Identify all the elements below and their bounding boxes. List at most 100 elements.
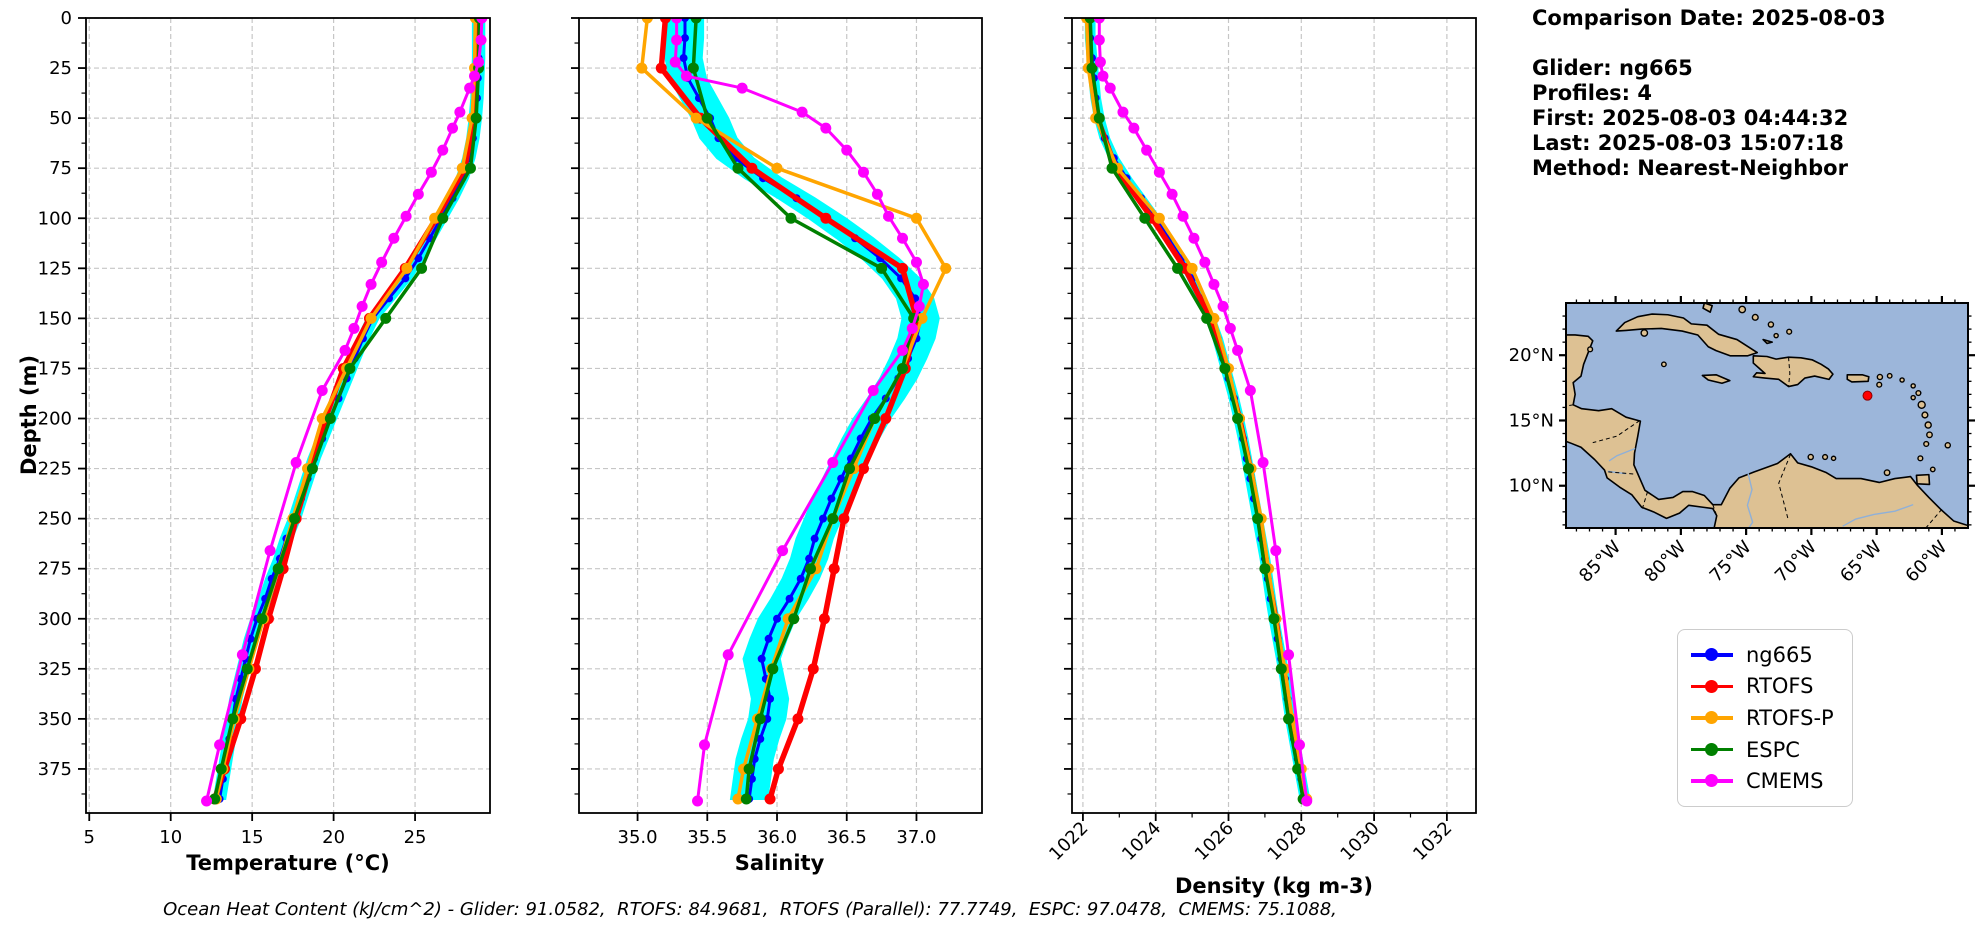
data-point-marker <box>777 545 789 557</box>
data-point-marker <box>201 795 213 807</box>
info-last: Last: 2025-08-03 15:07:18 <box>1532 131 1844 155</box>
info-first: First: 2025-08-03 04:44:32 <box>1532 106 1849 130</box>
data-point-marker <box>897 262 909 274</box>
data-point-marker <box>764 634 773 643</box>
data-point-marker <box>810 534 819 543</box>
data-point-marker <box>1186 262 1198 274</box>
data-point-marker <box>215 763 227 775</box>
map-lat-label: 15°N <box>1509 410 1554 431</box>
series-CMEMS <box>1093 18 1313 807</box>
data-point-marker <box>764 793 776 805</box>
axes-frame <box>1071 17 1477 814</box>
series-RTOFS <box>1082 18 1311 805</box>
data-point-marker <box>883 210 895 222</box>
data-point-marker <box>687 62 699 74</box>
map-island <box>1899 377 1905 383</box>
y-tick-label: 375 <box>38 759 72 780</box>
y-tick-label: 275 <box>38 559 72 580</box>
map-island <box>1886 372 1893 379</box>
data-point-marker <box>1177 210 1189 222</box>
data-point-marker <box>1283 649 1295 661</box>
data-point-marker <box>796 574 805 583</box>
data-point-marker <box>916 312 928 324</box>
data-point-marker <box>844 463 856 475</box>
data-point-marker <box>796 106 808 118</box>
data-point-marker <box>785 594 794 603</box>
ticks <box>1064 17 1448 821</box>
series-ESPC <box>687 18 920 805</box>
data-point-marker <box>412 188 424 200</box>
data-point-marker <box>807 663 819 675</box>
data-point-marker <box>414 254 423 263</box>
data-point-marker <box>236 649 248 661</box>
data-point-marker <box>1093 18 1105 24</box>
map-border <box>1566 404 1574 407</box>
data-point-marker <box>1270 545 1282 557</box>
x-tick-label: 37.0 <box>896 827 936 848</box>
legend-item-espc: ESPC <box>1691 734 1852 766</box>
map-island <box>1876 381 1883 388</box>
map-island <box>1786 328 1793 335</box>
glider-std-envelope <box>1084 18 1311 800</box>
data-point-marker <box>820 212 832 224</box>
data-point-marker <box>897 344 909 356</box>
map-border <box>1788 357 1791 387</box>
x-tick-labels: 35.0 35.5 36.0 36.5 37.0 <box>618 827 937 848</box>
data-point-marker <box>699 739 711 751</box>
series-CMEMS <box>201 18 488 807</box>
data-point-marker <box>1086 62 1098 74</box>
location-map: 85°W 80°W 75°W 70°W 65°W 60°W 20°N 15°N 10°N <box>1509 296 1975 587</box>
x-tick-label: 25 <box>404 827 427 848</box>
map-island <box>1917 455 1924 462</box>
legend-label: RTOFS <box>1746 674 1814 699</box>
data-point-marker <box>316 413 328 425</box>
data-point-marker <box>1128 122 1140 134</box>
data-point-marker <box>1275 663 1287 675</box>
map-island <box>1929 466 1936 473</box>
data-point-marker <box>819 514 828 523</box>
data-point-marker <box>1097 70 1109 82</box>
glider-std-envelope <box>664 18 940 800</box>
map-land <box>1701 373 1731 385</box>
y-tick-label: 325 <box>38 659 72 680</box>
data-point-marker <box>356 300 368 312</box>
y-tick-label: 175 <box>38 358 72 379</box>
data-point-marker <box>1252 513 1264 525</box>
y-tick-labels: 0 25 50 75 100 125 150 175 200 225 250 275 300 325 350… <box>38 8 72 780</box>
data-point-marker <box>1232 344 1244 356</box>
data-point-marker <box>690 112 702 124</box>
map-lon-label: 65°W <box>1836 537 1886 587</box>
data-point-marker <box>679 54 688 63</box>
data-point-marker <box>746 162 758 174</box>
axes-frame <box>578 17 983 814</box>
data-point-marker <box>365 312 377 324</box>
data-point-marker <box>767 663 779 675</box>
data-point-marker <box>701 112 713 124</box>
legend-line-icon <box>1691 742 1733 756</box>
data-point-marker <box>1139 212 1151 224</box>
data-point-marker <box>867 384 879 396</box>
y-tick-label: 250 <box>38 509 72 530</box>
y-tick-label: 0 <box>61 8 72 29</box>
map-land <box>1702 303 1713 313</box>
plot-area <box>1081 18 1313 807</box>
data-point-marker <box>1208 278 1220 290</box>
info-glider: Glider: ng665 <box>1532 56 1693 80</box>
data-point-marker <box>470 112 482 124</box>
y-tick-label: 25 <box>49 58 72 79</box>
data-point-marker <box>871 188 883 200</box>
data-point-marker <box>454 106 466 118</box>
map-border <box>1641 491 1649 509</box>
data-point-marker <box>828 563 840 575</box>
x-tick-labels: 5 10 15 20 25 <box>84 827 427 848</box>
legend-marker-icon <box>1705 648 1718 662</box>
x-tick-label: 1032 <box>1409 818 1456 865</box>
data-point-marker <box>1257 457 1269 469</box>
map-land <box>1752 355 1834 388</box>
data-point-marker <box>214 739 226 751</box>
map-island <box>1830 455 1837 462</box>
info-comparison-date: Comparison Date: 2025-08-03 <box>1532 6 1886 30</box>
data-point-marker <box>290 457 302 469</box>
map-island <box>1640 329 1649 337</box>
